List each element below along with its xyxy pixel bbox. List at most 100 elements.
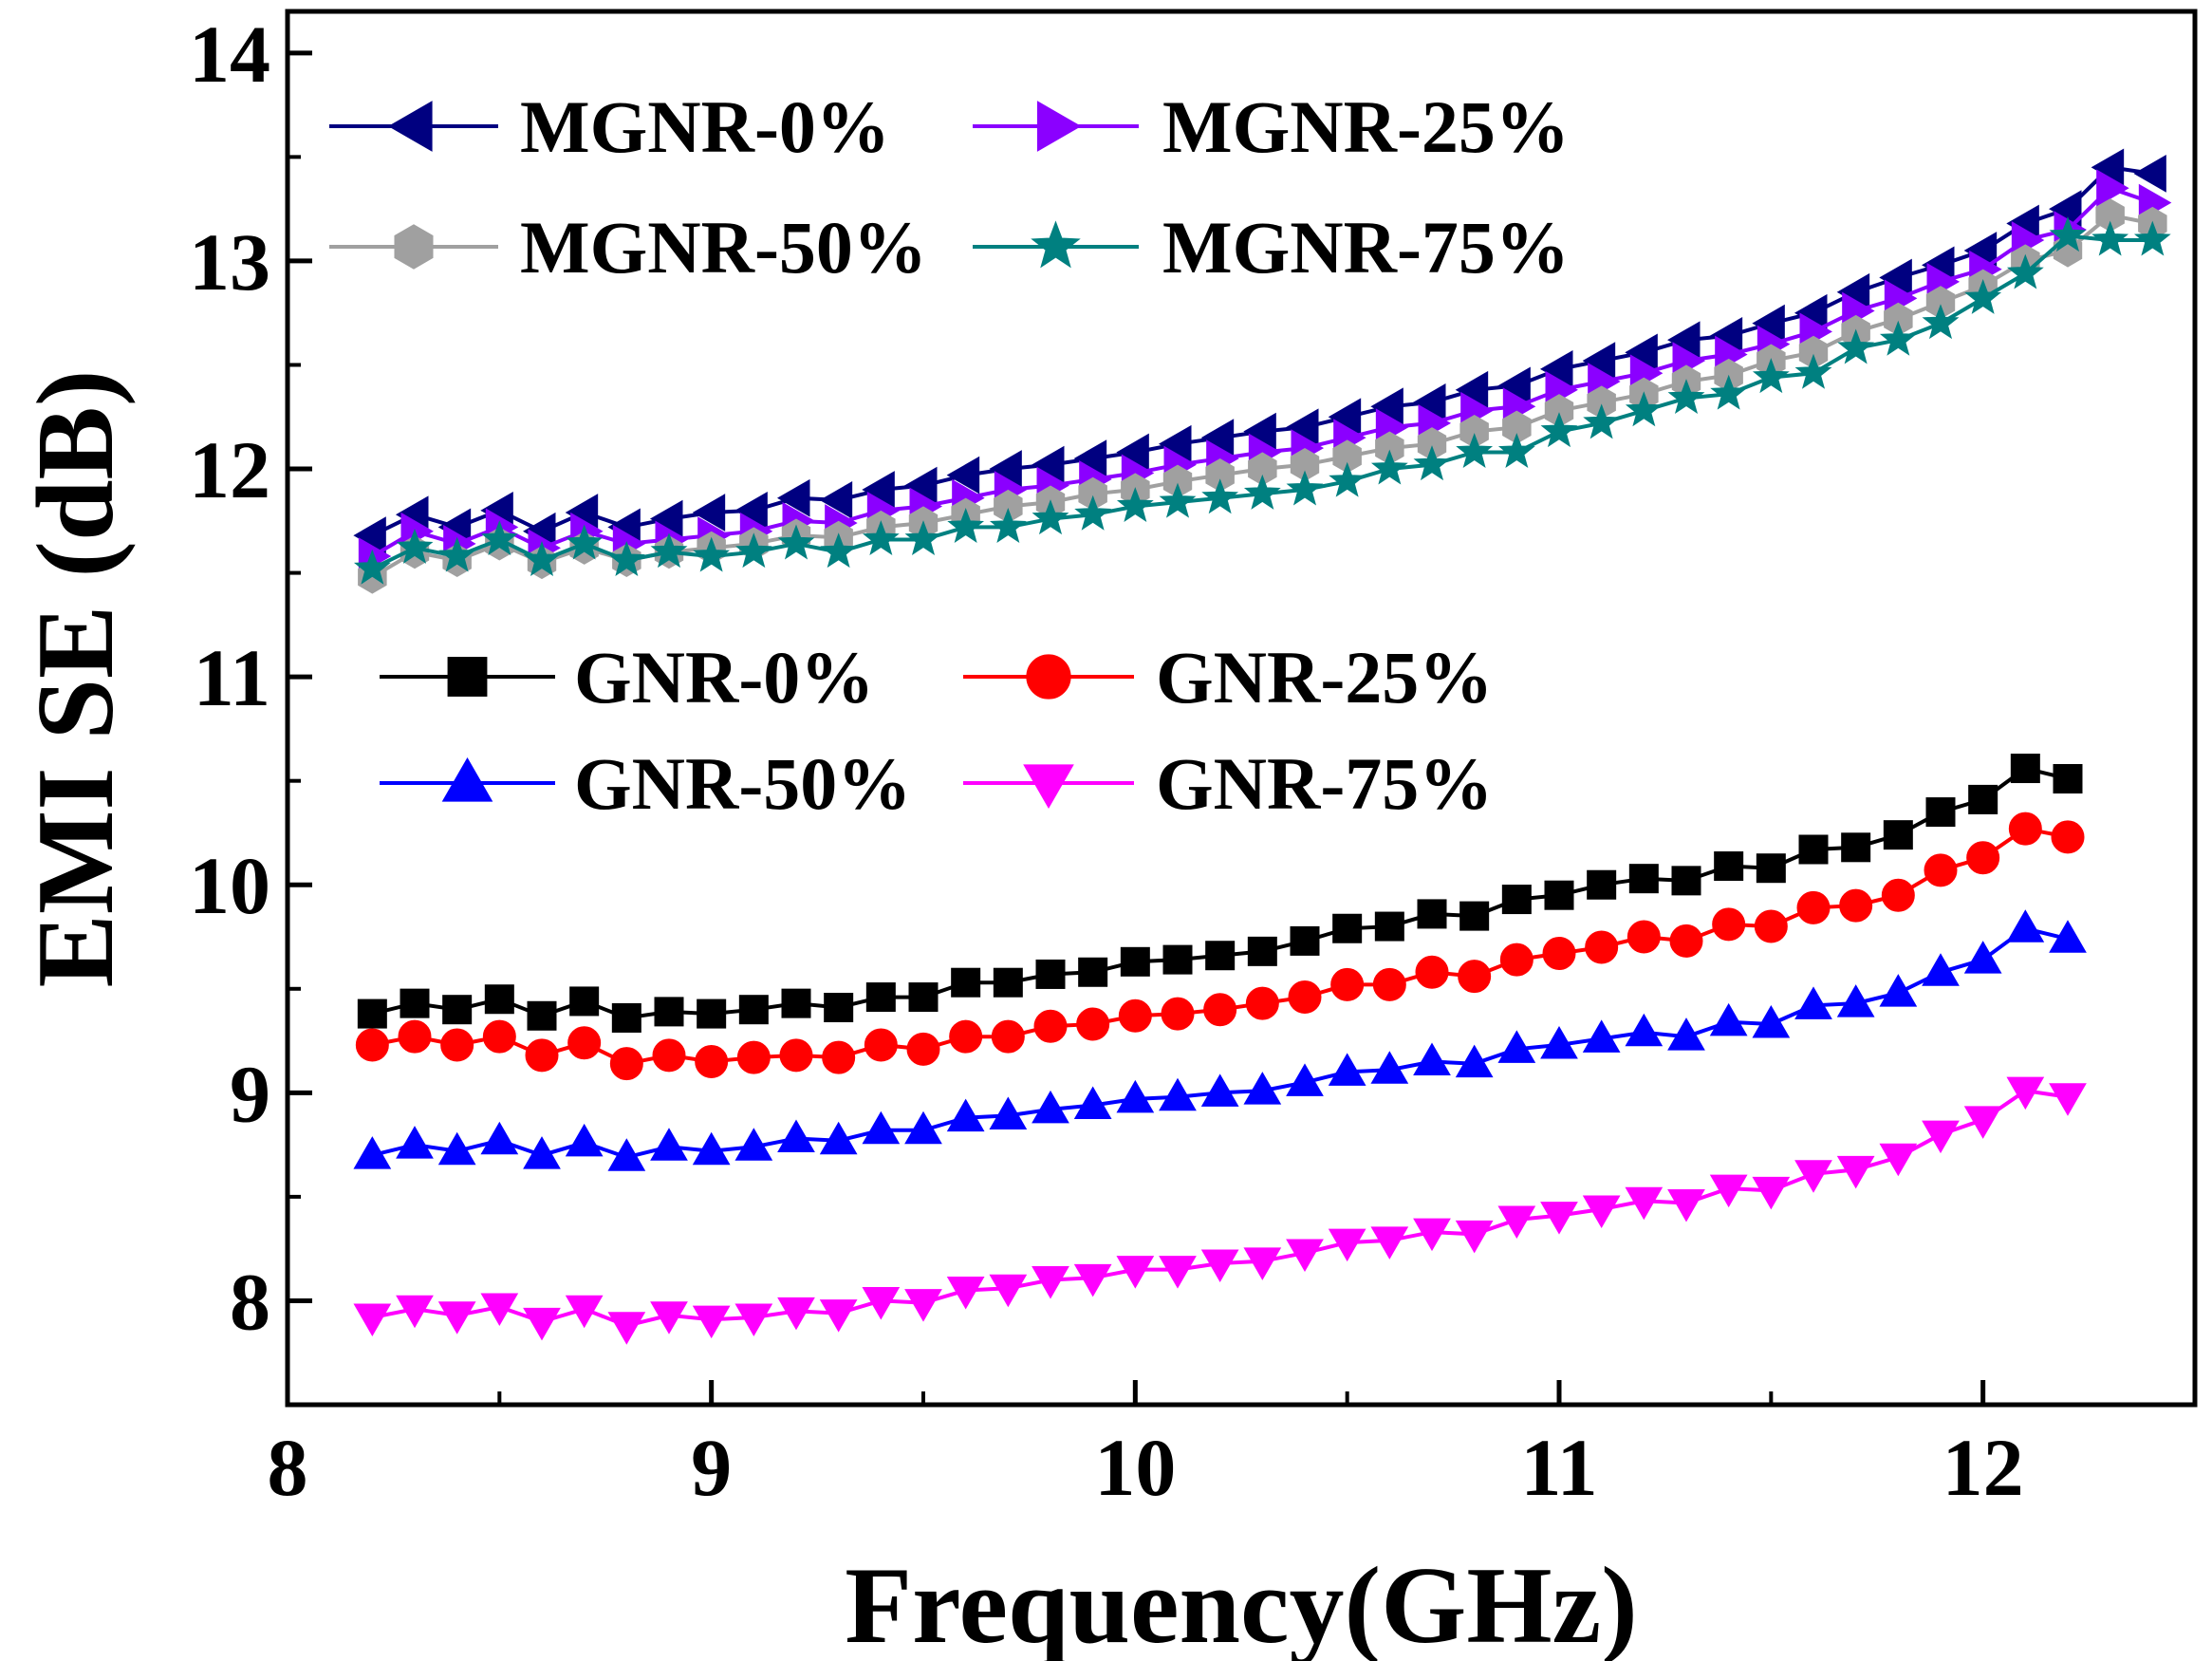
data-point-gnr-50 [2006,909,2045,942]
data-point-gnr-50 [1413,1042,1451,1075]
data-point-mgnr-25 [2096,169,2129,208]
data-point-mgnr-75 [1286,470,1324,506]
data-point-gnr-25 [355,1028,389,1062]
data-point-gnr-75 [1794,1160,1832,1193]
data-point-mgnr-75 [1964,278,2002,314]
data-point-mgnr-75 [1837,328,1875,364]
data-point-gnr-50 [480,1121,519,1155]
data-point-mgnr-75 [1540,412,1578,448]
data-point-gnr-50 [734,1128,773,1161]
data-point-gnr-25 [1033,1009,1068,1043]
legend-marker [1026,654,1071,700]
y-tick-label: 12 [189,424,270,515]
data-point-gnr-0 [697,998,727,1029]
data-point-gnr-50 [819,1121,858,1155]
data-point-gnr-25 [1458,960,1492,994]
data-point-gnr-75 [650,1301,688,1334]
data-point-gnr-75 [862,1286,901,1320]
data-point-gnr-0 [442,995,473,1025]
data-point-mgnr-75 [1116,487,1154,522]
data-point-gnr-50 [1963,941,2002,974]
data-point-gnr-25 [991,1019,1025,1054]
data-point-gnr-50 [1243,1072,1282,1105]
legend-label-gnr-0: GNR-0% [574,636,874,719]
legend-symbol-gnr-0 [380,657,555,697]
data-point-gnr-50 [1032,1090,1069,1124]
data-point-gnr-75 [396,1295,434,1329]
data-point-gnr-75 [734,1303,773,1336]
data-point-gnr-0 [1417,899,1447,929]
data-point-gnr-75 [353,1303,392,1336]
data-point-mgnr-75 [523,540,561,576]
data-point-gnr-0 [1756,853,1786,884]
legend-symbol-mgnr-50 [329,224,498,270]
y-axis-title: EMI SE (dB) [15,369,137,987]
data-point-gnr-0 [484,984,514,1015]
data-point-mgnr-75 [607,540,645,576]
data-point-mgnr-75 [820,532,858,569]
x-tick-label: 9 [691,1422,732,1513]
data-point-gnr-75 [523,1307,561,1341]
data-point-mgnr-75 [693,536,731,572]
data-point-gnr-75 [607,1312,646,1345]
y-tick-label: 13 [189,216,270,308]
data-point-gnr-75 [1922,1120,1960,1154]
data-point-gnr-25 [1203,993,1237,1027]
data-point-gnr-0 [527,1000,557,1031]
data-point-gnr-25 [1669,924,1703,958]
legend-marker [1023,764,1074,810]
legend: MGNR-0% MGNR-25% MGNR-50% MGNR-75% GNR-0… [329,85,1570,825]
legend-marker [441,756,493,802]
legend-symbol-mgnr-0 [329,101,498,152]
data-point-gnr-75 [1667,1188,1705,1222]
data-point-mgnr-0 [819,481,853,519]
data-point-mgnr-75 [1625,391,1663,427]
data-point-gnr-25 [1372,967,1406,1001]
data-point-gnr-0 [357,998,387,1029]
data-point-gnr-0 [2053,763,2083,793]
data-point-gnr-0 [1035,959,1066,989]
data-point-gnr-75 [1032,1266,1069,1299]
data-point-gnr-50 [1879,974,1918,1007]
series-layer [353,148,2172,1345]
data-point-gnr-0 [738,995,769,1025]
data-point-mgnr-75 [650,532,688,569]
data-point-gnr-25 [609,1047,643,1081]
data-point-gnr-25 [1288,980,1322,1015]
data-point-gnr-50 [2049,920,2087,953]
tick-labels: 8 9 10 11 12 8 9 10 11 12 13 14 [189,9,2024,1513]
data-point-gnr-75 [1497,1205,1536,1239]
data-point-gnr-50 [437,1131,476,1166]
data-point-gnr-50 [1497,1030,1536,1063]
legend-symbol-gnr-50 [380,756,555,802]
data-point-gnr-75 [1752,1176,1791,1210]
data-point-mgnr-75 [566,524,604,560]
data-point-gnr-25 [525,1038,559,1073]
data-point-gnr-0 [908,982,939,1013]
data-point-gnr-0 [1841,832,1871,863]
data-point-mgnr-75 [1159,482,1197,518]
data-point-gnr-0 [865,982,896,1013]
data-point-gnr-0 [1078,957,1108,987]
data-point-gnr-50 [1540,1025,1578,1059]
data-point-gnr-50 [1709,1002,1748,1036]
data-point-gnr-25 [949,1019,983,1054]
data-point-mgnr-75 [2091,220,2129,256]
data-point-gnr-50 [1073,1086,1112,1119]
data-point-gnr-50 [353,1136,392,1169]
data-point-gnr-25 [1499,942,1534,977]
x-axis-title: Frequency(GHz) [845,1545,1637,1661]
data-point-gnr-0 [611,1002,641,1033]
data-point-gnr-50 [1625,1013,1664,1047]
data-point-gnr-75 [1328,1228,1366,1262]
data-point-gnr-75 [946,1276,985,1310]
data-point-gnr-75 [437,1301,476,1334]
data-point-gnr-75 [1073,1263,1112,1297]
data-point-gnr-25 [1118,998,1152,1033]
data-point-gnr-75 [1286,1239,1324,1273]
data-point-gnr-25 [1626,920,1661,954]
data-point-gnr-50 [1836,984,1875,1017]
legend-marker [394,224,434,270]
data-point-mgnr-75 [2049,216,2087,252]
